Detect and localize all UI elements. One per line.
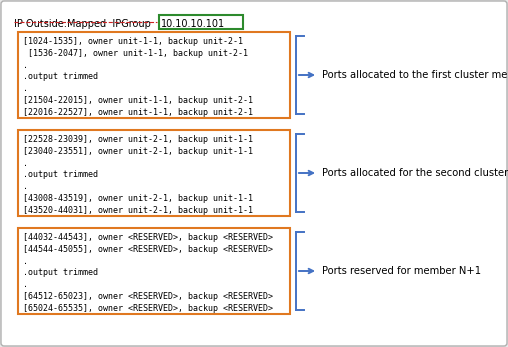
Text: [1024-1535], owner unit-1-1, backup unit-2-1
 [1536-2047], owner unit-1-1, backu: [1024-1535], owner unit-1-1, backup unit…	[23, 37, 253, 117]
Bar	[18, 130, 290, 216]
Bar	[18, 32, 290, 118]
Text: Ports reserved for member N+1: Ports reserved for member N+1	[322, 266, 481, 276]
Bar	[18, 228, 290, 314]
Text: Ports allocated to the first cluster member: Ports allocated to the first cluster mem…	[322, 70, 508, 80]
Bar	[159, 15, 243, 29]
Text: [22528-23039], owner unit-2-1, backup unit-1-1
[23040-23551], owner unit-2-1, ba: [22528-23039], owner unit-2-1, backup un…	[23, 135, 253, 215]
Text: 10.10.10.101: 10.10.10.101	[161, 19, 225, 29]
Text: [44032-44543], owner <RESERVED>, backup <RESERVED>
[44544-45055], owner <RESERVE: [44032-44543], owner <RESERVED>, backup …	[23, 233, 273, 313]
FancyBboxPatch shape	[1, 1, 507, 346]
Text: IP Outside:Mapped  IPGroup: IP Outside:Mapped IPGroup	[14, 19, 151, 29]
Text: Ports allocated for the second cluster member: Ports allocated for the second cluster m…	[322, 168, 508, 178]
